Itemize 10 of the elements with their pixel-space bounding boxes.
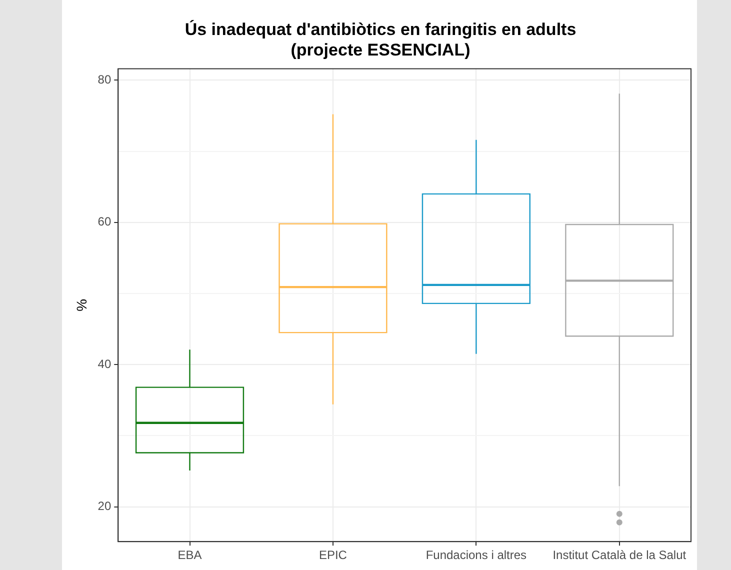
y-tick-label: 20 xyxy=(98,499,112,514)
y-tick-label: 40 xyxy=(98,356,112,371)
x-tick-label: Fundacions i altres xyxy=(426,548,527,562)
y-tick-label: 60 xyxy=(98,214,112,229)
y-tick-label: 80 xyxy=(98,72,112,86)
x-tick-label: EPIC xyxy=(318,548,348,562)
chart-title: Ús inadequat d'antibiòtics en faringitis en adults (projecte ESSENCIAL) xyxy=(184,18,576,60)
y-axis-title: % xyxy=(73,298,90,312)
x-tick-label: Institut Català de la Salut xyxy=(552,548,687,562)
x-tick-label: EBA xyxy=(178,548,202,562)
